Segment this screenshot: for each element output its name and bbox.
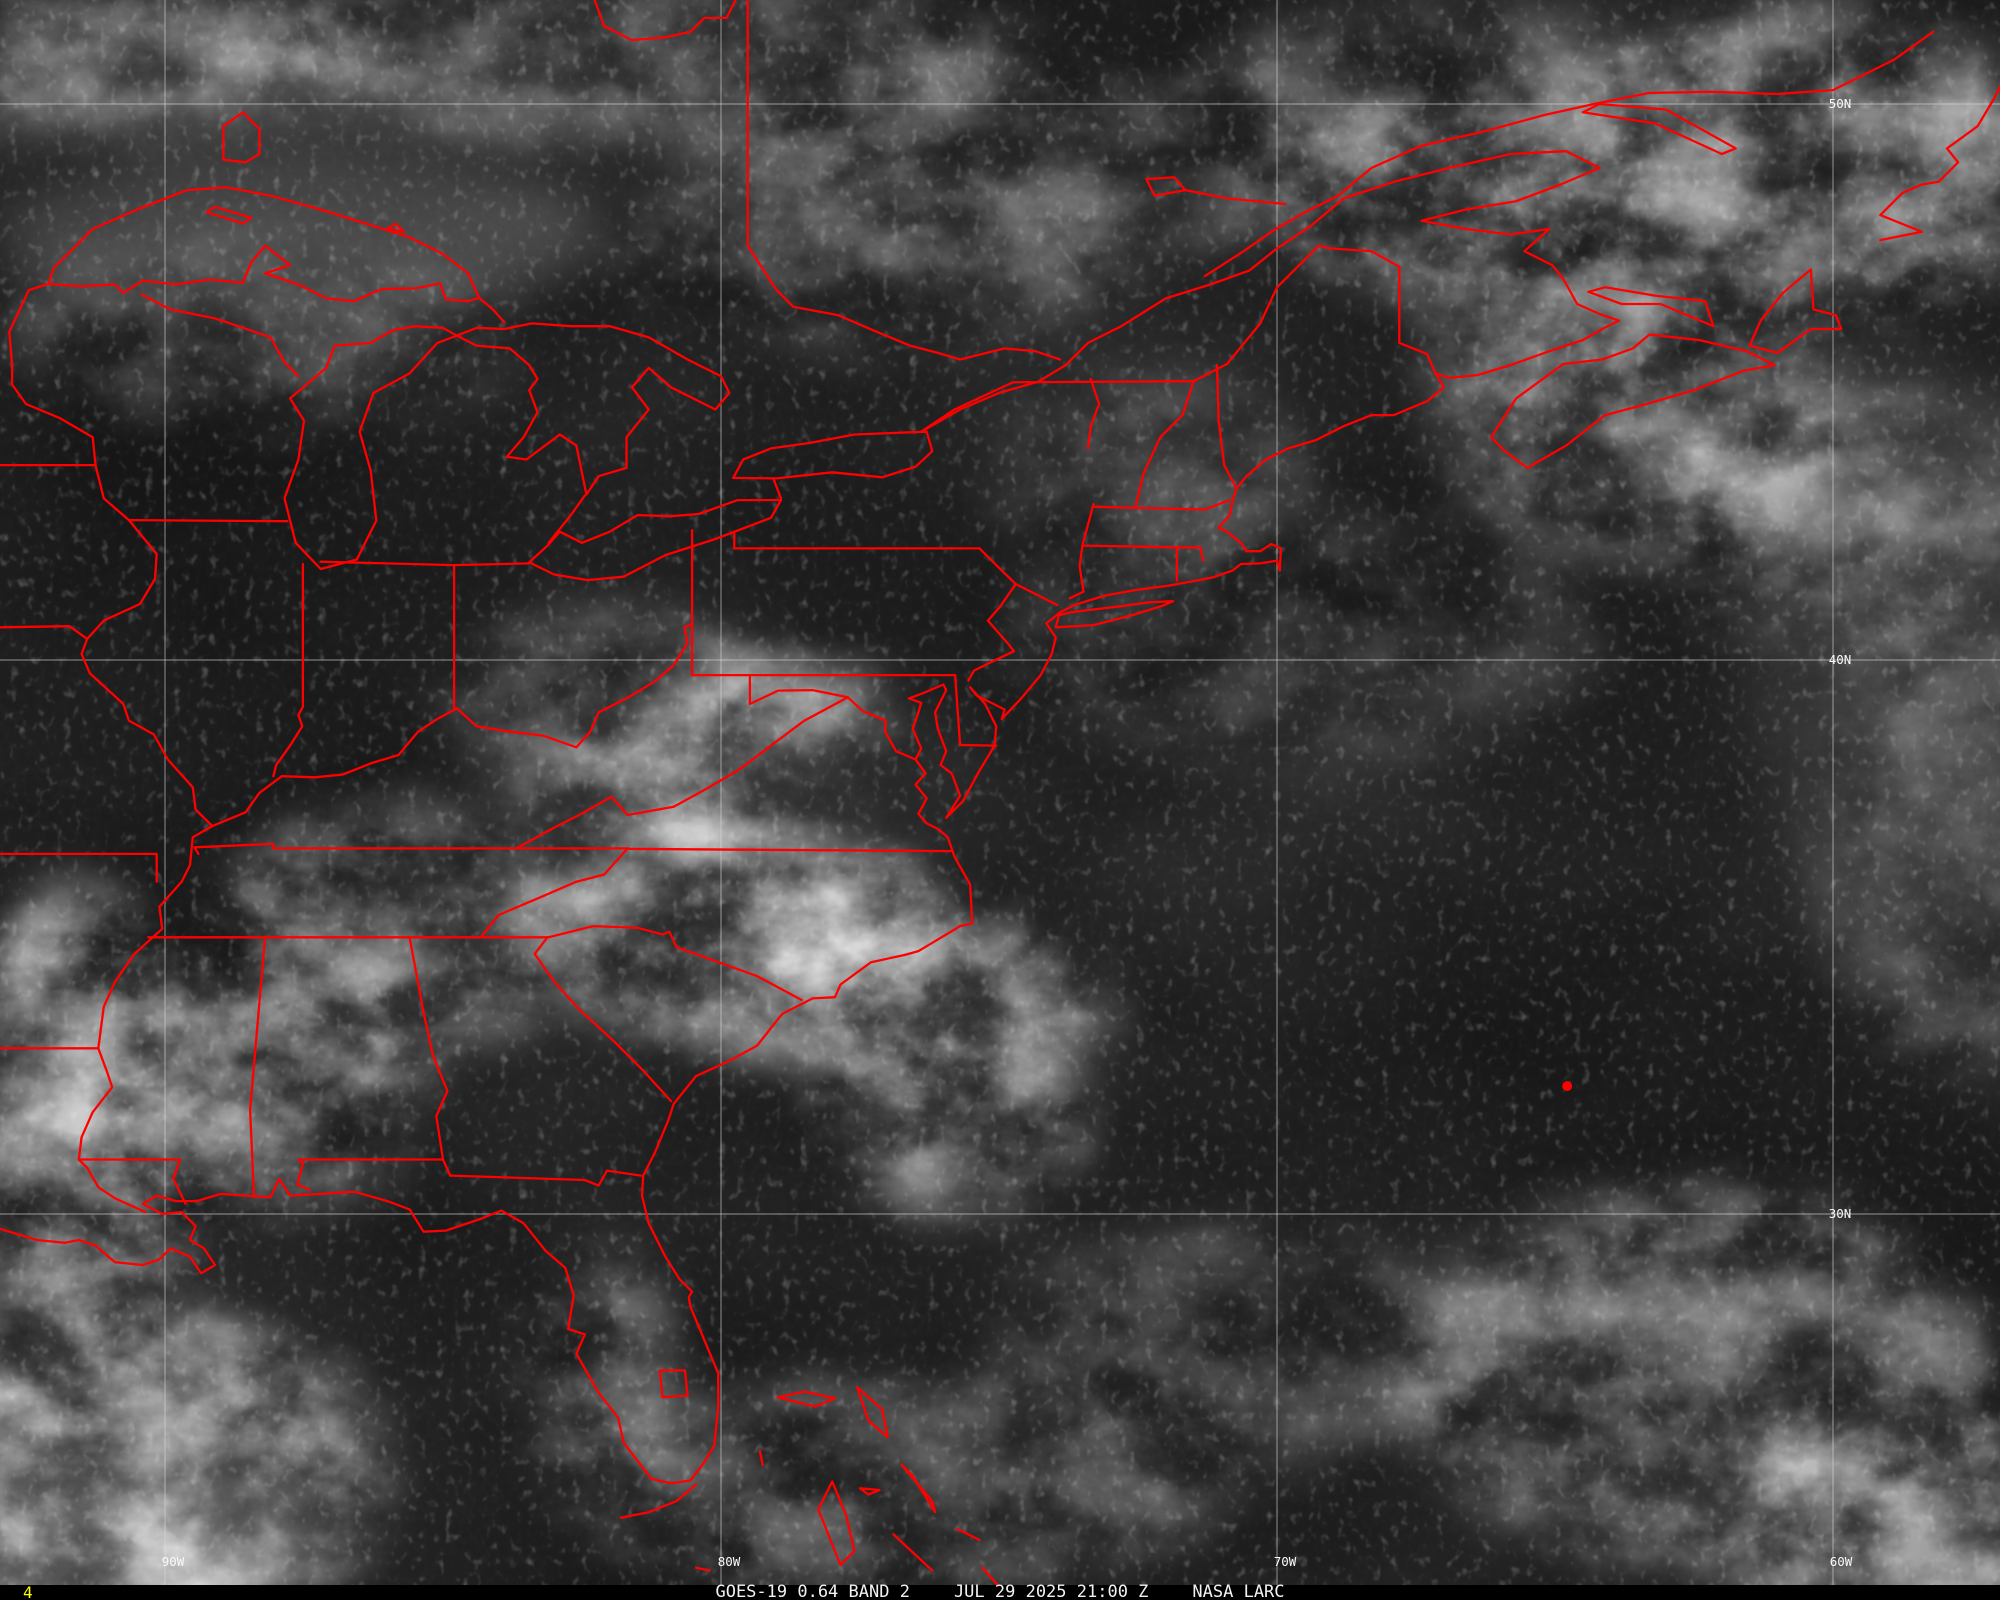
boundary-nj-ny-border bbox=[1014, 582, 1059, 607]
boundary-ny-east-border bbox=[1068, 502, 1095, 600]
boundary-va-nc-border bbox=[626, 847, 952, 853]
boundary-newfoundland-west-coast bbox=[1879, 84, 2000, 242]
boundary-lake-superior bbox=[47, 186, 481, 303]
bermuda-island-mark bbox=[1562, 1081, 1573, 1092]
boundary-saguenay-river bbox=[1184, 188, 1287, 206]
latlon-grid-labels: 90W 80W 70W 60W 50N 40N 30N bbox=[162, 96, 1853, 1569]
boundary-la-ms-border bbox=[77, 1158, 187, 1206]
boundary-abaco bbox=[856, 1386, 889, 1439]
boundary-nova-scotia bbox=[1489, 333, 1776, 470]
boundary-nh-me-border bbox=[1215, 363, 1238, 490]
boundary-grand-bahama bbox=[776, 1390, 837, 1408]
frame-counter: 4 bbox=[23, 1583, 33, 1600]
longitude-label: 80W bbox=[718, 1554, 741, 1569]
boundary-cape-breton bbox=[1748, 268, 1843, 355]
boundary-florida-keys bbox=[619, 1483, 698, 1519]
boundary-gaspe-new-brunswick-coast bbox=[1209, 150, 1621, 380]
boundary-ga-fl-border bbox=[449, 1169, 643, 1187]
boundary-exuma-chain bbox=[892, 1533, 934, 1572]
boundary-ottawa-river-qc-on-border bbox=[746, 0, 1062, 361]
boundary-james-bay bbox=[593, 0, 737, 42]
boundary-coast-gulf-atlantic bbox=[0, 372, 1445, 1485]
boundary-delaware-river bbox=[967, 547, 1017, 682]
boundary-wi-il-border bbox=[128, 518, 289, 523]
boundary-lake-okeechobee bbox=[658, 1369, 689, 1399]
boundary-new-providence bbox=[858, 1487, 881, 1496]
boundary-lake-champlain bbox=[1086, 377, 1101, 450]
boundary-wi-mi-border bbox=[140, 293, 300, 378]
boundary-mn-wi-border bbox=[8, 282, 50, 333]
boundary-vt-nh-border bbox=[1134, 380, 1195, 509]
boundary-ohio-river bbox=[211, 622, 694, 828]
boundary-fl-al-border bbox=[296, 1158, 452, 1192]
caption-instrument: GOES-19 0.64 BAND 2 bbox=[715, 1582, 910, 1600]
longitude-label: 70W bbox=[1274, 1554, 1297, 1569]
boundary-eleuthera bbox=[900, 1463, 937, 1514]
boundary-anticosti-island bbox=[1581, 102, 1737, 156]
boundary-il-in-border bbox=[272, 562, 305, 778]
latitude-label: 30N bbox=[1829, 1206, 1852, 1221]
boundary-isle-royale bbox=[205, 205, 253, 225]
boundary-lake-erie bbox=[528, 498, 783, 582]
latitude-label: 40N bbox=[1829, 652, 1852, 667]
boundary-md-de-border bbox=[953, 673, 962, 747]
boundary-niagara-river bbox=[772, 477, 783, 500]
boundary-potomac-river bbox=[846, 696, 927, 775]
boundary-st-marys-river bbox=[477, 296, 506, 324]
boundary-ky-tn-border bbox=[193, 842, 629, 856]
boundary-bimini bbox=[758, 1449, 764, 1467]
boundary-ga-sc-border bbox=[533, 936, 673, 1103]
boundary-wv-panhandle-border bbox=[748, 673, 849, 706]
boundary-maine-canada-border bbox=[1192, 244, 1437, 383]
boundary-prince-edward-island bbox=[1587, 286, 1715, 328]
boundary-long-island-bahamas bbox=[981, 1566, 1000, 1585]
boundary-wv-va-ky-border bbox=[515, 696, 849, 850]
longitude-label: 60W bbox=[1830, 1554, 1853, 1569]
boundary-mo-ar-border bbox=[0, 852, 158, 883]
boundary-ma-north-border bbox=[1092, 498, 1231, 511]
boundary-ia-mo-border bbox=[0, 625, 89, 641]
boundary-lake-nipigon bbox=[222, 111, 261, 164]
boundary-cat-island bbox=[956, 1527, 981, 1542]
boundary-michipicoten-island bbox=[386, 222, 406, 233]
boundary-tn-nc-border bbox=[479, 847, 629, 939]
caption-credit: NASA LARC bbox=[1192, 1582, 1285, 1600]
boundary-lake-huron bbox=[455, 322, 731, 496]
boundary-lake-michigan bbox=[283, 325, 459, 571]
boundary-st-clair-detroit bbox=[547, 494, 586, 544]
boundary-andros bbox=[817, 1480, 856, 1567]
longitude-label: 90W bbox=[162, 1554, 185, 1569]
caption-bar: GOES-19 0.64 BAND 2 JUL 29 2025 21:00 Z … bbox=[0, 1582, 2000, 1600]
boundary-lake-ontario bbox=[732, 430, 934, 480]
boundary-mississippi-river-upper bbox=[8, 330, 214, 828]
boundary-ms-al-border bbox=[248, 936, 267, 1199]
caption-timestamp: JUL 29 2025 21:00 Z bbox=[953, 1582, 1149, 1600]
boundary-long-island bbox=[1054, 600, 1175, 629]
boundary-de-md-south-border bbox=[958, 743, 998, 747]
boundary-al-ga-border bbox=[408, 936, 449, 1161]
boundary-st-lawrence-north-shore bbox=[1203, 30, 1935, 278]
boundary-cay-sal bbox=[694, 1566, 712, 1572]
boundary-border-45n bbox=[920, 380, 1195, 433]
latitude-label: 50N bbox=[1829, 96, 1852, 111]
boundary-st-lawrence-upper bbox=[920, 283, 1212, 433]
boundary-ri-ma-border bbox=[1199, 546, 1205, 562]
boundary-mi-south-border bbox=[319, 560, 531, 567]
boundary-nc-sc-border bbox=[479, 924, 803, 1002]
